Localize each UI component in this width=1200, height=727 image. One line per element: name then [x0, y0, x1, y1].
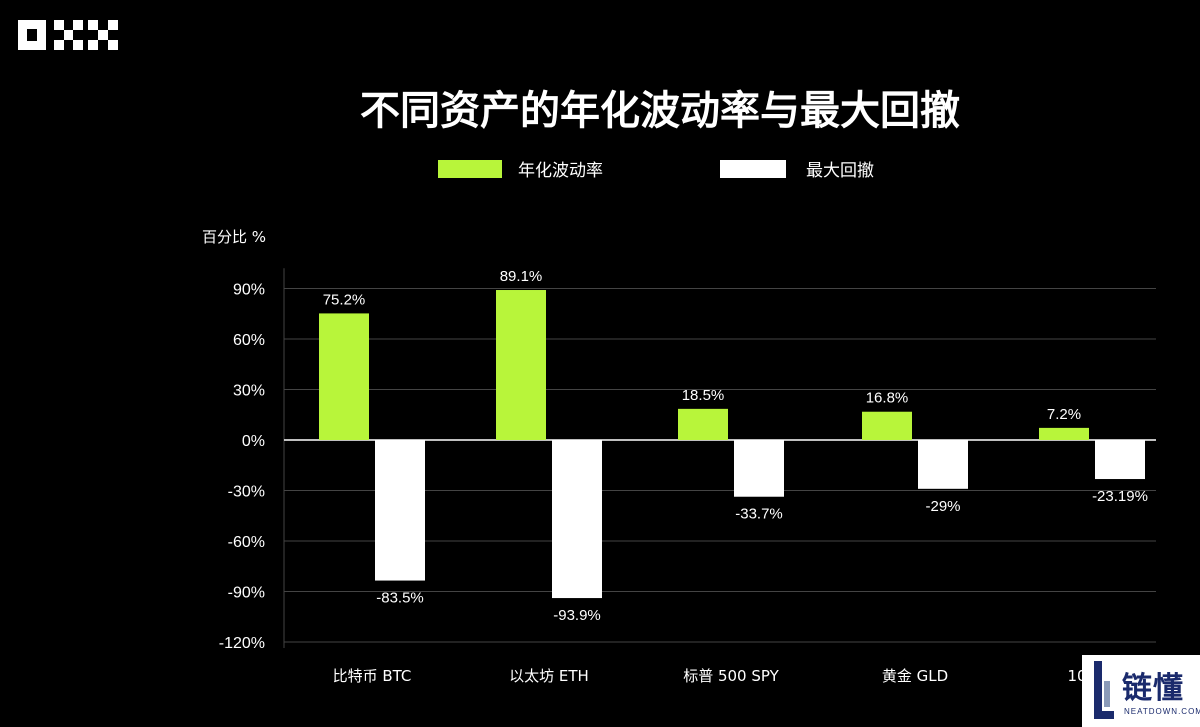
bar-drawdown — [375, 440, 425, 581]
y-tick-label: 0% — [242, 433, 265, 450]
y-tick-label: -60% — [228, 534, 265, 551]
legend-label-drawdown: 最大回撤 — [806, 161, 874, 181]
data-label-volatility: 16.8% — [866, 390, 909, 407]
y-axis-label: 百分比 % — [202, 228, 266, 246]
x-tick-label: 以太坊 ETH — [509, 667, 589, 685]
y-axis: 90% 60% 30% 0% -30% -60% -90% -120% — [219, 282, 265, 653]
x-tick-label: 黄金 GLD — [882, 667, 948, 685]
legend-swatch-volatility — [438, 160, 502, 178]
bar-drawdown — [552, 440, 602, 599]
bar-volatility — [678, 408, 728, 440]
y-tick-label: 90% — [233, 282, 265, 299]
bar-drawdown — [734, 440, 784, 497]
y-tick-label: -30% — [228, 484, 265, 501]
bar-drawdown — [918, 440, 968, 489]
data-label-drawdown: -83.5% — [376, 590, 424, 607]
data-label-volatility: 7.2% — [1047, 406, 1081, 423]
watermark-text: 链懂 — [1122, 671, 1184, 706]
bar-volatility — [319, 313, 369, 440]
data-label-volatility: 89.1% — [500, 268, 543, 285]
watermark-l-icon — [1094, 661, 1114, 719]
x-tick-label: 标普 500 SPY — [683, 667, 779, 685]
y-tick-label: -90% — [228, 585, 265, 602]
data-label-volatility: 75.2% — [323, 291, 366, 308]
chart-title: 不同资产的年化波动率与最大回撤 — [360, 88, 960, 134]
bar-drawdown — [1095, 440, 1145, 480]
okx-logo — [18, 20, 118, 50]
data-label-volatility: 18.5% — [682, 387, 725, 404]
data-label-drawdown: -33.7% — [735, 506, 783, 523]
bar-volatility — [1039, 427, 1089, 440]
watermark-subtext: NEATDOWN.COM — [1124, 707, 1200, 716]
y-tick-label: -120% — [219, 635, 265, 652]
legend-label-volatility: 年化波动率 — [518, 161, 603, 181]
bar-volatility — [496, 290, 546, 440]
x-tick-label: 比特币 BTC — [333, 667, 412, 685]
grid — [283, 268, 1156, 648]
watermark: 链懂 NEATDOWN.COM — [1082, 655, 1200, 727]
data-label-drawdown: -23.19% — [1092, 488, 1148, 505]
data-label-drawdown: -29% — [925, 498, 960, 515]
legend-swatch-drawdown — [720, 160, 786, 178]
bar-volatility — [862, 411, 912, 440]
data-labels: 75.2% -83.5% 89.1% -93.9% 18.5% -33.7% 16.8% -2… — [323, 268, 1148, 624]
bars — [319, 290, 1145, 599]
y-tick-label: 60% — [233, 332, 265, 349]
y-tick-label: 30% — [233, 383, 265, 400]
legend: 年化波动率 最大回撤 — [438, 160, 874, 181]
data-label-drawdown: -93.9% — [553, 607, 601, 624]
